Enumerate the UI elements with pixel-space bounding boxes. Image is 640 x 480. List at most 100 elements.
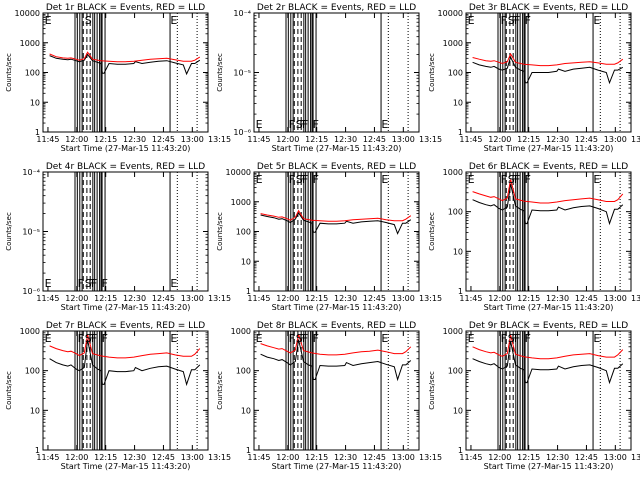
y-tick-label: 10⁻⁵ bbox=[22, 228, 40, 237]
y-tick-label: 1000 bbox=[20, 327, 40, 336]
x-tick-label: 13:00 bbox=[604, 453, 627, 462]
event-label: F bbox=[289, 332, 295, 345]
series-events bbox=[49, 53, 201, 76]
x-tick-label: 12:15 bbox=[305, 294, 328, 303]
x-tick-label: 12:30 bbox=[123, 135, 146, 144]
x-tick-label: 12:00 bbox=[488, 135, 511, 144]
y-tick-label: 1000 bbox=[231, 327, 251, 336]
y-tick-label: 1 bbox=[246, 287, 251, 296]
x-tick-label: 13:00 bbox=[604, 135, 627, 144]
event-label: F bbox=[289, 118, 295, 131]
x-tick-label: 12:45 bbox=[152, 135, 175, 144]
x-tick-label: 13:15 bbox=[419, 294, 442, 303]
event-label: F bbox=[511, 173, 517, 186]
y-tick-label: 10000 bbox=[15, 9, 40, 18]
y-tick-label: 10 bbox=[453, 98, 463, 107]
x-axis-label: Start Time (27-Mar-15 11:43:20) bbox=[272, 144, 402, 153]
y-tick-label: 1000 bbox=[443, 327, 463, 336]
x-tick-label: 13:00 bbox=[181, 294, 204, 303]
x-tick-label: 12:45 bbox=[152, 453, 175, 462]
event-label: S bbox=[296, 118, 303, 131]
y-tick-label: 100 bbox=[236, 228, 251, 237]
series-lld bbox=[472, 52, 624, 67]
event-label: E bbox=[45, 332, 52, 345]
event-label: E bbox=[468, 173, 475, 186]
y-tick-label: 100 bbox=[448, 208, 463, 217]
event-label: E bbox=[45, 14, 52, 27]
series-lld bbox=[472, 335, 624, 360]
x-tick-label: 12:15 bbox=[305, 453, 328, 462]
x-axis-label: Start Time (27-Mar-15 11:43:20) bbox=[272, 462, 402, 471]
x-tick-label: 13:15 bbox=[419, 135, 442, 144]
x-tick-label: 13:15 bbox=[208, 453, 231, 462]
series-lld bbox=[49, 334, 201, 359]
x-tick-label: 11:45 bbox=[36, 294, 59, 303]
event-label: F bbox=[313, 173, 319, 186]
event-label: S bbox=[85, 14, 92, 27]
plot-area: E F SFF F E bbox=[468, 13, 624, 132]
event-label: E bbox=[256, 173, 263, 186]
x-tick-label: 12:15 bbox=[94, 135, 117, 144]
event-label: F bbox=[299, 332, 305, 345]
y-axis-label: Counts/sec bbox=[5, 371, 13, 410]
x-tick-label: 13:15 bbox=[208, 294, 231, 303]
x-tick-label: 11:45 bbox=[247, 453, 270, 462]
x-tick-label: 12:45 bbox=[575, 135, 598, 144]
plot-frame bbox=[253, 171, 420, 292]
panel-title: Det 7r BLACK = Events, RED = LLD bbox=[46, 321, 205, 331]
x-tick-label: 12:30 bbox=[334, 294, 357, 303]
event-label: F bbox=[313, 118, 319, 131]
x-tick-label: 13:00 bbox=[392, 135, 415, 144]
x-tick-label: 13:00 bbox=[181, 453, 204, 462]
plot-area: E F SFF F E bbox=[468, 172, 624, 291]
x-tick-label: 13:00 bbox=[392, 453, 415, 462]
x-tick-label: 11:45 bbox=[36, 453, 59, 462]
y-tick-label: 1 bbox=[246, 446, 251, 455]
event-label: F bbox=[102, 332, 108, 345]
y-tick-label: 10⁻⁴ bbox=[22, 168, 40, 177]
x-tick-label: 12:00 bbox=[276, 453, 299, 462]
x-tick-label: 11:45 bbox=[247, 135, 270, 144]
x-tick-label: 12:15 bbox=[517, 294, 540, 303]
series-events bbox=[472, 341, 624, 385]
event-label: F bbox=[302, 118, 308, 131]
x-tick-label: 12:45 bbox=[152, 294, 175, 303]
event-label: E bbox=[381, 332, 388, 345]
x-tick-label: 12:30 bbox=[546, 135, 569, 144]
y-axis-label: Counts/sec bbox=[216, 212, 224, 251]
x-tick-label: 11:45 bbox=[247, 294, 270, 303]
event-label: F bbox=[511, 14, 517, 27]
x-tick-label: 12:45 bbox=[363, 294, 386, 303]
event-label: S bbox=[508, 14, 515, 27]
x-tick-label: 13:00 bbox=[392, 294, 415, 303]
panel-title: Det 3r BLACK = Events, RED = LLD bbox=[469, 3, 628, 13]
event-label: S bbox=[85, 332, 92, 345]
y-tick-label: 100 bbox=[236, 367, 251, 376]
event-label: F bbox=[88, 277, 94, 290]
plot-frame bbox=[42, 330, 209, 451]
event-label: F bbox=[78, 332, 84, 345]
x-tick-label: 12:00 bbox=[276, 294, 299, 303]
y-tick-label: 10 bbox=[30, 98, 40, 107]
x-tick-label: 12:30 bbox=[334, 135, 357, 144]
panel-title: Det 8r BLACK = Events, RED = LLD bbox=[257, 321, 416, 331]
x-axis-label: Start Time (27-Mar-15 11:43:20) bbox=[484, 144, 614, 153]
x-tick-label: 12:30 bbox=[123, 294, 146, 303]
event-label: E bbox=[593, 14, 600, 27]
x-tick-label: 11:45 bbox=[459, 453, 482, 462]
event-label: S bbox=[296, 173, 303, 186]
x-tick-label: 11:45 bbox=[459, 135, 482, 144]
y-tick-label: 1 bbox=[35, 446, 40, 455]
event-label: F bbox=[289, 173, 295, 186]
x-tick-label: 12:30 bbox=[546, 453, 569, 462]
x-tick-label: 13:15 bbox=[631, 135, 640, 144]
event-label: E bbox=[45, 277, 52, 290]
y-tick-label: 1 bbox=[458, 287, 463, 296]
event-label: F bbox=[525, 173, 531, 186]
